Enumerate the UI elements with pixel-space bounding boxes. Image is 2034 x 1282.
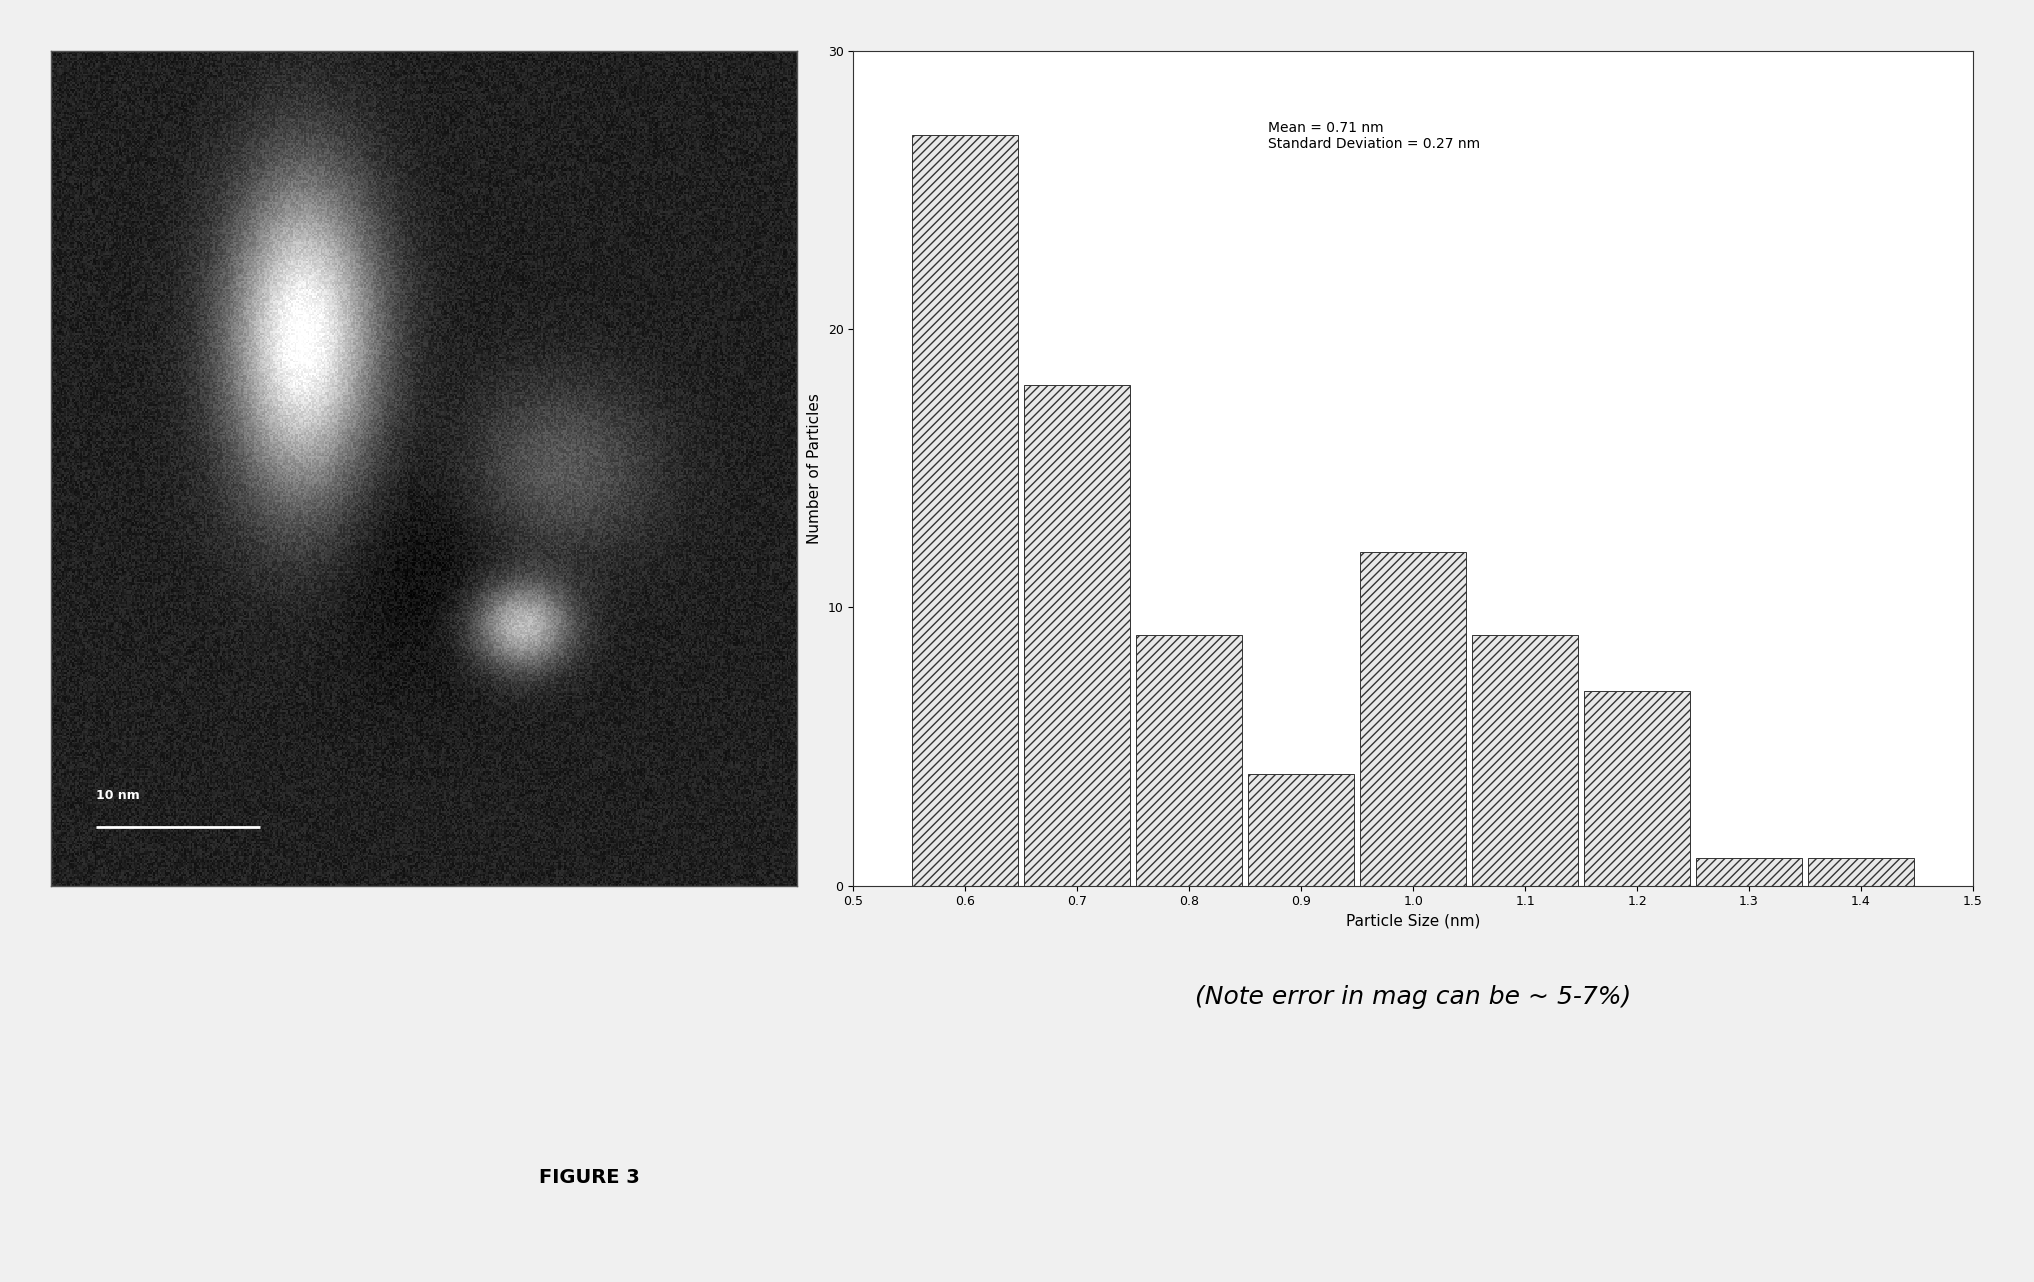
Text: (Note error in mag can be ~ 5-7%): (Note error in mag can be ~ 5-7%) <box>1196 986 1631 1009</box>
Bar <box>1473 636 1578 886</box>
Text: 10 nm: 10 nm <box>96 790 140 803</box>
Text: Mean = 0.71 nm
Standard Deviation = 0.27 nm: Mean = 0.71 nm Standard Deviation = 0.27… <box>1267 121 1479 151</box>
Y-axis label: Number of Particles: Number of Particles <box>807 394 822 544</box>
Bar <box>1361 551 1467 886</box>
Bar <box>1249 774 1355 886</box>
Bar <box>1808 858 1914 886</box>
Bar <box>1137 636 1243 886</box>
Bar <box>1696 858 1802 886</box>
Bar <box>1584 691 1690 886</box>
Bar <box>911 135 1019 886</box>
Bar <box>1023 385 1131 886</box>
Text: FIGURE 3: FIGURE 3 <box>539 1168 639 1187</box>
X-axis label: Particle Size (nm): Particle Size (nm) <box>1347 914 1481 928</box>
